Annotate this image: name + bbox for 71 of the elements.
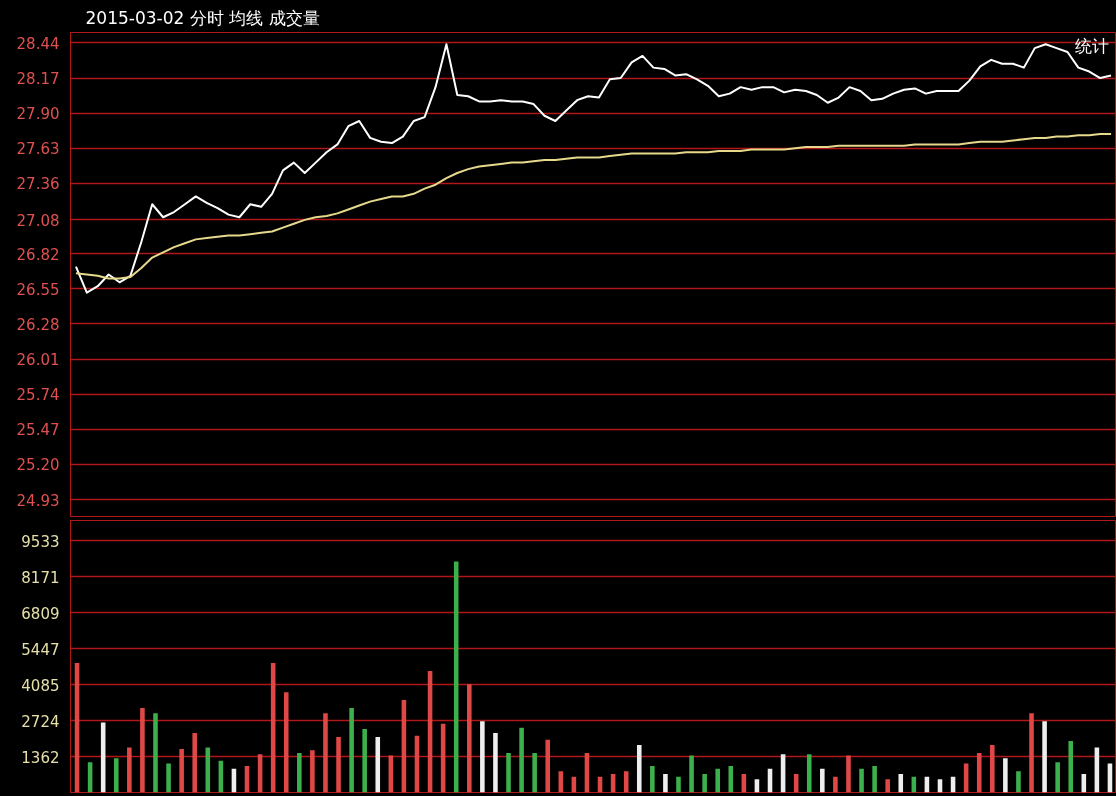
bar — [1068, 741, 1074, 793]
y-tick-label: 26.01 — [16, 351, 60, 370]
y-tick-label: 1362 — [21, 748, 60, 767]
bar — [885, 779, 890, 793]
bar — [375, 737, 381, 793]
bar — [192, 733, 197, 793]
bar — [323, 713, 328, 793]
y-tick-label: 27.63 — [16, 140, 60, 159]
bar — [283, 692, 289, 793]
y-tick-label: 2724 — [21, 712, 60, 731]
y-tick-label: 9533 — [21, 532, 60, 551]
bar — [336, 737, 341, 793]
bar — [702, 774, 707, 793]
y-tick-label: 27.08 — [16, 211, 60, 230]
y-tick-label: 26.28 — [16, 315, 60, 334]
chart-title: 2015-03-02 分时 均线 成交量 — [85, 7, 320, 28]
bar — [310, 750, 315, 793]
bar — [636, 744, 642, 793]
bar — [467, 684, 472, 793]
bar — [519, 727, 524, 793]
bar — [153, 713, 158, 793]
bar — [453, 561, 459, 793]
bar — [898, 774, 904, 793]
bar — [990, 744, 995, 793]
bar — [506, 752, 511, 793]
bar — [820, 768, 825, 793]
bar — [127, 747, 132, 793]
bar — [349, 708, 354, 793]
y-tick-label: 6809 — [21, 604, 60, 623]
bar — [297, 752, 302, 793]
y-tick-label: 28.17 — [16, 70, 60, 89]
bar — [1042, 721, 1047, 793]
bar — [715, 768, 720, 793]
bar — [728, 766, 734, 793]
bar — [1003, 758, 1008, 793]
bar — [362, 729, 367, 793]
bar — [1055, 762, 1060, 793]
y-tick-label: 26.55 — [16, 280, 60, 299]
bar — [676, 776, 681, 793]
y-tick-label: 4085 — [21, 676, 60, 695]
bar — [166, 763, 171, 793]
y-tick-label: 5447 — [21, 640, 60, 659]
y-tick-label: 27.36 — [16, 175, 60, 194]
bar — [493, 733, 498, 793]
bar — [205, 747, 211, 793]
line-series — [74, 132, 1113, 280]
bar — [1029, 713, 1034, 793]
bar — [689, 755, 694, 793]
y-tick-label: 26.82 — [16, 245, 60, 264]
bar — [140, 708, 145, 793]
bar — [806, 754, 812, 793]
y-tick-label: 24.93 — [16, 491, 60, 510]
y-tick-label: 8171 — [21, 568, 60, 587]
bar — [846, 755, 851, 793]
bar — [976, 752, 982, 793]
bar — [480, 721, 485, 793]
bar — [872, 766, 877, 793]
bar — [113, 758, 119, 793]
bar — [859, 768, 864, 793]
y-tick-label: 25.47 — [16, 421, 60, 440]
bar — [545, 739, 551, 793]
bar — [179, 748, 184, 793]
y-tick-label: 25.74 — [16, 386, 60, 405]
bar — [663, 774, 668, 793]
bar — [1016, 771, 1021, 793]
y-tick-label: 28.44 — [16, 34, 60, 53]
bar — [650, 766, 655, 793]
y-tick-label: 27.90 — [16, 105, 60, 124]
bar — [532, 752, 537, 793]
y-tick-label: 25.20 — [16, 456, 60, 475]
bar — [833, 776, 838, 793]
